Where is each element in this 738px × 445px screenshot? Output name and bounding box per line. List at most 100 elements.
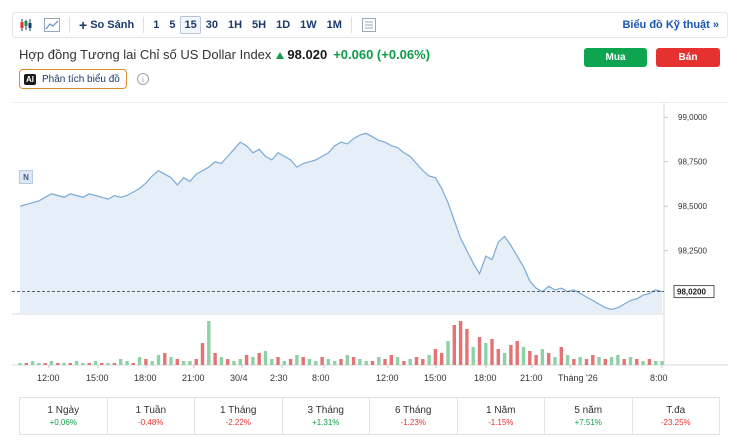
tech-chart-link[interactable]: Biểu đồ Kỹ thuật » <box>622 19 719 31</box>
price-line <box>19 132 663 311</box>
y-tick-label: 98,7500 <box>678 158 707 167</box>
volume-bar <box>389 355 393 365</box>
volume-bar <box>559 347 563 365</box>
volume-bar <box>213 353 217 365</box>
performance-cell[interactable]: 5 năm +7.51% <box>545 398 633 434</box>
performance-value: -1.15% <box>488 418 514 427</box>
performance-cell[interactable]: 1 Tháng -2.22% <box>195 398 283 434</box>
page-title: Hợp đồng Tương lai Chỉ số US Dollar Inde… <box>19 47 272 62</box>
volume-bar <box>200 343 205 365</box>
performance-cell[interactable]: 6 Tháng -1.23% <box>370 398 458 434</box>
timeframe-1m[interactable]: 1M <box>326 19 342 31</box>
performance-value: +1.31% <box>312 418 340 427</box>
x-tick-label: 15:00 <box>424 373 447 383</box>
x-tick-label: 8:00 <box>650 373 668 383</box>
volume-bar <box>591 355 595 365</box>
performance-period: 6 Tháng <box>394 405 432 416</box>
volume-bar <box>276 357 280 365</box>
volume-bar <box>364 361 368 365</box>
volume-bar <box>370 361 375 365</box>
volume-bar <box>125 361 129 365</box>
x-tick-label: 21:00 <box>182 373 205 383</box>
volume-bar <box>320 357 324 365</box>
volume-bar <box>56 363 60 365</box>
volume-bar <box>597 357 601 365</box>
performance-period: 1 Ngày <box>47 405 80 416</box>
volume-bar <box>163 353 167 365</box>
volume-bar <box>81 363 85 365</box>
volume-bar <box>408 359 412 365</box>
volume-bar <box>49 361 54 365</box>
volume-bar <box>628 357 633 365</box>
timeframe-1d[interactable]: 1D <box>276 19 291 31</box>
toolbar-divider <box>143 17 145 33</box>
price-chart[interactable]: Investing.com99,000098,750098,500098,250… <box>12 102 728 384</box>
timeframe-1[interactable]: 1 <box>153 19 160 31</box>
timeframe-1h[interactable]: 1H <box>227 19 243 31</box>
buy-button[interactable]: Mua <box>584 48 647 67</box>
volume-bar <box>647 359 652 365</box>
volume-bar <box>207 321 211 365</box>
compare-label: So Sánh <box>90 19 135 31</box>
candlestick-icon[interactable] <box>13 13 39 37</box>
timeframe-group: 1 5 15 30 1H 5H 1D 1W 1M <box>148 13 347 37</box>
x-tick-label: 30/4 <box>230 373 248 383</box>
timeframe-30[interactable]: 30 <box>205 19 218 31</box>
plus-icon: + <box>79 17 88 33</box>
performance-cell[interactable]: 1 Năm -1.15% <box>458 398 545 434</box>
volume-bar <box>144 359 148 365</box>
volume-bar <box>100 363 104 365</box>
ai-analysis-button[interactable]: AI Phân tích biểu đồ <box>19 69 127 89</box>
volume-bar <box>452 325 456 365</box>
volume-bar <box>540 349 545 365</box>
volume-bar <box>565 355 570 365</box>
area-chart-icon[interactable] <box>39 13 65 37</box>
timeframe-5[interactable]: 5 <box>169 19 176 31</box>
news-marker[interactable]: N <box>19 170 33 184</box>
performance-cell[interactable]: T.đa -23.25% <box>633 398 720 434</box>
volume-bar <box>226 359 230 365</box>
ai-analysis-label: Phân tích biểu đồ <box>42 73 120 85</box>
volume-bar <box>440 353 444 365</box>
price-change: +0.060 (+0.06%) <box>333 47 431 62</box>
volume-bar <box>458 321 463 365</box>
volume-bar <box>502 353 507 365</box>
performance-cell[interactable]: 1 Ngày +0.06% <box>20 398 108 434</box>
volume-bar <box>270 359 274 365</box>
volume-bar <box>490 339 494 365</box>
performance-period: 5 năm <box>574 405 603 416</box>
volume-bar <box>578 357 582 365</box>
volume-bar <box>175 359 179 365</box>
settings-panel-icon[interactable] <box>356 13 382 37</box>
volume-bar <box>24 363 28 365</box>
volume-bar <box>471 347 475 365</box>
volume-bar <box>219 357 224 365</box>
price-area <box>20 133 662 313</box>
volume-bar <box>18 363 22 365</box>
volume-bar <box>37 363 41 365</box>
performance-value: +0.06% <box>49 418 77 427</box>
volume-bar <box>402 361 406 365</box>
volume-bar <box>333 361 337 365</box>
info-icon[interactable]: i <box>137 73 149 85</box>
volume-bar <box>395 357 400 365</box>
x-tick-label: 21:00 <box>520 373 543 383</box>
volume-bar <box>534 355 538 365</box>
volume-bar <box>377 357 381 365</box>
sell-button[interactable]: Bán <box>656 48 720 67</box>
y-tick-label: 98,5000 <box>678 202 707 211</box>
x-tick-label: 18:00 <box>474 373 497 383</box>
volume-bar <box>654 361 658 365</box>
timeframe-1w[interactable]: 1W <box>300 19 317 31</box>
compare-button[interactable]: + So Sánh <box>74 13 139 37</box>
volume-bar <box>383 359 387 365</box>
volume-bar <box>603 359 607 365</box>
volume-bar <box>119 359 123 365</box>
volume-bar <box>326 359 331 365</box>
timeframe-15[interactable]: 15 <box>180 16 201 34</box>
timeframe-5h[interactable]: 5H <box>252 19 267 31</box>
performance-cell[interactable]: 3 Tháng +1.31% <box>283 398 370 434</box>
chart-canvas[interactable]: Investing.com99,000098,750098,500098,250… <box>12 103 728 385</box>
performance-cell[interactable]: 1 Tuần -0.48% <box>108 398 195 434</box>
performance-value: +7.51% <box>574 418 602 427</box>
